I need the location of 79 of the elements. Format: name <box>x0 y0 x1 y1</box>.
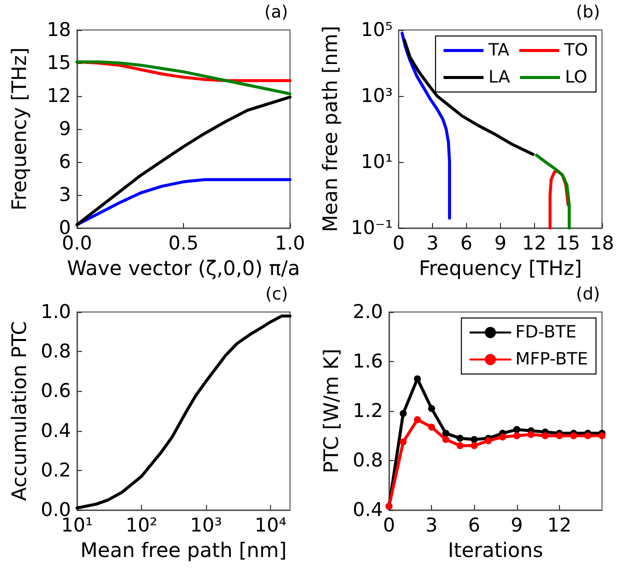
x-tick-label: 10³ <box>190 514 222 536</box>
line-series <box>76 96 292 226</box>
x-tick-label: 18 <box>590 232 614 254</box>
point <box>598 432 606 440</box>
point <box>570 432 578 440</box>
x-tick-label: 0.5 <box>168 232 199 254</box>
y-tick-label: 1.2 <box>352 400 383 422</box>
y-tick-label: 6 <box>58 151 71 173</box>
y-axis-title: Accumulation PTC <box>7 321 31 501</box>
x-axis-title: Mean free path [nm] <box>80 538 287 562</box>
y-tick-label: 10⁻¹ <box>350 217 393 239</box>
line-series <box>76 60 292 96</box>
x-tick-label: 10² <box>126 514 158 536</box>
point <box>470 436 478 443</box>
text: (a) <box>264 2 288 22</box>
y-tick-label: 0.8 <box>352 450 383 472</box>
point <box>542 432 549 440</box>
x-tick-label: 9 <box>494 232 506 254</box>
x-tick-label: 12 <box>547 514 572 536</box>
y-tick-label: 0.2 <box>40 459 71 482</box>
x-tick-label: 15 <box>556 232 580 254</box>
y-tick-label: 2.0 <box>352 301 383 323</box>
x-tick-label: 9 <box>510 514 523 536</box>
point <box>456 434 464 442</box>
y-tick-label: 12 <box>46 85 71 107</box>
y-tick-label: 0.4 <box>352 499 383 521</box>
x-tick-label: 12 <box>522 232 546 254</box>
y-tick-label: 18 <box>46 19 71 41</box>
x-axis-title: Wave vector (ζ,0,0) π/a <box>66 256 300 280</box>
point <box>484 437 492 444</box>
legend-label: MFP-BTE <box>515 350 588 370</box>
point <box>456 442 464 450</box>
legend-label: LO <box>565 68 588 88</box>
legend-label: LA <box>488 68 510 88</box>
point <box>556 432 563 440</box>
legend-label: TA <box>488 40 510 60</box>
y-tick-label: 3 <box>58 184 71 206</box>
point <box>414 375 421 382</box>
x-tick-label: 1.0 <box>274 232 306 254</box>
y-tick-label: 1.0 <box>40 301 71 323</box>
x-tick-label: 6 <box>460 232 473 254</box>
y-tick-label: 15 <box>46 52 71 74</box>
legend-label: FD-BTE <box>515 322 577 342</box>
point <box>499 433 506 440</box>
point <box>414 416 421 424</box>
point <box>400 410 407 417</box>
x-tick-label: 10⁴ <box>254 514 287 536</box>
point <box>442 436 450 443</box>
x-axis-title: Iterations <box>448 538 544 562</box>
y-axis-title: Frequency [THz] <box>7 47 31 211</box>
y-tick-label: 0.4 <box>40 420 71 442</box>
point <box>400 438 407 446</box>
text: (c) <box>265 284 288 304</box>
y-axis-title: Mean free path [nm] <box>318 26 342 232</box>
y-tick-label: 0.8 <box>40 340 71 363</box>
y-tick-label: 0.6 <box>40 380 71 402</box>
x-tick-label: 3 <box>426 514 438 536</box>
x-tick-label: 3 <box>426 232 439 254</box>
point <box>584 432 592 440</box>
y-tick-label: 1.6 <box>352 350 383 372</box>
point <box>470 442 478 450</box>
y-tick-label: 10¹ <box>360 151 393 173</box>
x-tick-label: 6 <box>468 514 480 536</box>
x-axis-title: Frequency [THz] <box>418 256 582 280</box>
point <box>528 431 534 438</box>
text: (b) <box>576 2 600 22</box>
point <box>442 430 450 437</box>
point <box>428 405 436 412</box>
y-tick-label: 9 <box>58 118 71 140</box>
y-tick-label: 10³ <box>360 85 393 107</box>
line-series <box>76 178 292 226</box>
legend-label: TO <box>563 40 588 60</box>
line-series <box>535 154 571 230</box>
point <box>428 424 436 431</box>
y-axis-title: PTC [W/m K] <box>319 348 343 474</box>
point <box>513 432 520 440</box>
text: (d) <box>576 284 600 304</box>
y-tick-label: 10⁵ <box>360 19 393 41</box>
point <box>513 426 520 434</box>
